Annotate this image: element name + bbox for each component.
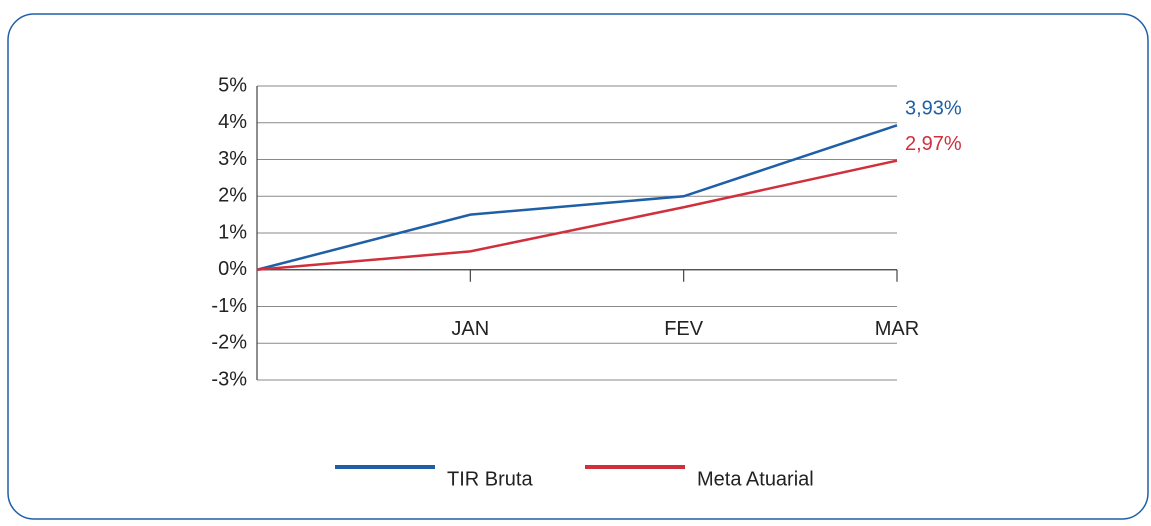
y-tick-label: -3% [211,368,247,390]
y-tick-label: 0% [218,258,247,280]
series-line [256,124,898,271]
y-tick-label: 4% [218,111,247,133]
legend-label: Meta Atuarial [697,468,814,490]
x-tick-label: JAN [451,318,489,340]
x-tick-label: MAR [875,318,919,340]
y-tick-label: 2% [218,185,247,207]
data-label: 2,97% [905,133,962,155]
series-line [256,159,898,271]
y-tick-label: -2% [211,332,247,354]
y-tick-label: 3% [218,148,247,170]
y-tick-label: 5% [218,74,247,96]
data-label: 3,93% [905,98,962,120]
y-tick-label: -1% [211,295,247,317]
y-tick-label: 1% [218,221,247,243]
legend-label: TIR Bruta [447,468,533,490]
frame [7,13,1149,520]
x-tick-label: FEV [664,318,704,340]
